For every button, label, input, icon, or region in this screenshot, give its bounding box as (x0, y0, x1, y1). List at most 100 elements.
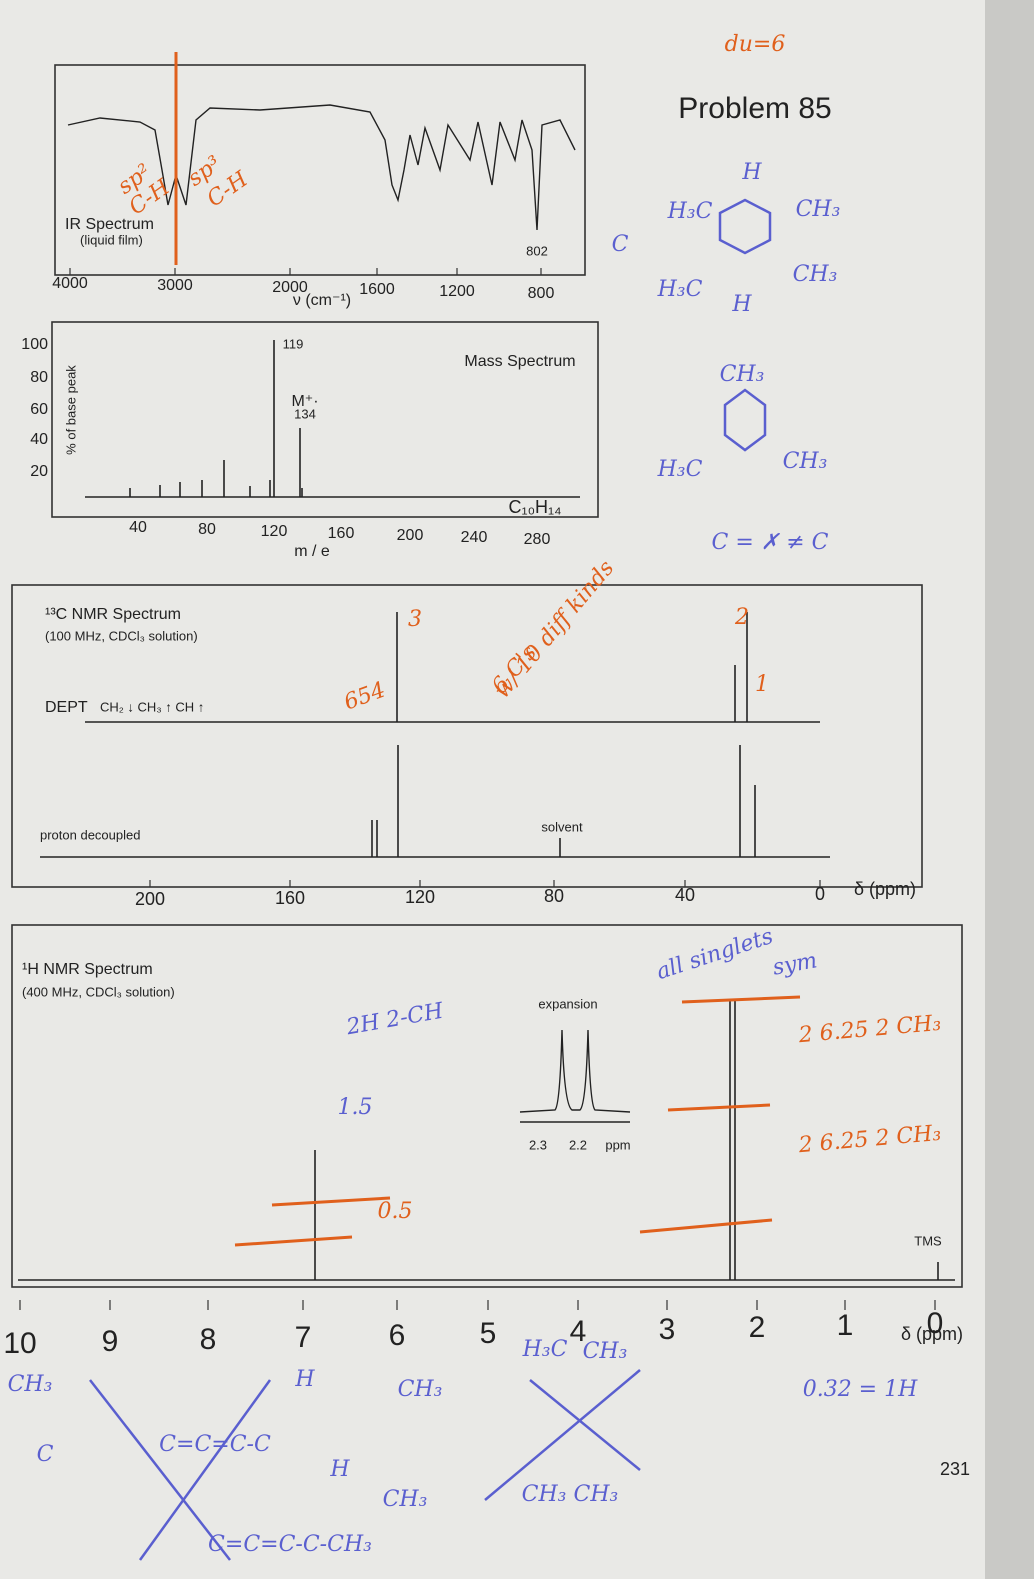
x-tick-label: 1200 (439, 283, 475, 300)
axis-label: m / e (294, 543, 330, 560)
peak-label: solvent (541, 819, 583, 834)
ir-trace (67, 104, 576, 231)
structure-label: H (731, 292, 752, 317)
peak-label: M⁺· (291, 393, 318, 410)
structure-label: CH₃ (783, 449, 828, 474)
sketch-label: CH₃ (398, 1377, 443, 1402)
y-tick-label: 20 (30, 463, 48, 480)
c13-peaks (40, 612, 830, 858)
x-tick-label: 40 (675, 885, 695, 905)
structure-label: CH₃ (793, 262, 838, 287)
sketch-label: CH₃ (383, 1487, 428, 1512)
x-tick-label: 1 (837, 1309, 854, 1342)
h1-frame (11, 924, 963, 1288)
x-tick-label: 5 (480, 1317, 497, 1350)
x-tick-label: 40 (129, 519, 147, 536)
sketch-label: C (37, 1442, 54, 1467)
sketch-label: C=C=C-C-CH₃ (208, 1532, 372, 1557)
sketch-label: CH₃ CH₃ (522, 1482, 619, 1507)
expansion-trace (519, 1029, 631, 1113)
panel-title: IR Spectrum (65, 216, 154, 233)
x-tick-label: 0 (815, 884, 825, 904)
structure-label: H (741, 160, 762, 185)
x-tick-label: 80 (544, 886, 564, 906)
x-tick-label: 120 (405, 887, 435, 907)
panel-title: ¹H NMR Spectrum (22, 961, 153, 978)
x-tick-label: 2 (749, 1311, 766, 1344)
x-tick-label: 200 (397, 527, 424, 544)
inset-title: expansion (538, 996, 597, 1011)
panel-title: Mass Spectrum (464, 353, 575, 370)
structure-label: H₃C (657, 457, 703, 482)
sketch-label: CH₃ (8, 1372, 53, 1397)
sketch-lines (89, 198, 772, 1561)
sketch-label: H (329, 1457, 350, 1482)
axis-label: δ (ppm) (854, 879, 916, 899)
x-tick-label: 1600 (359, 281, 395, 298)
x-tick-label: 8 (200, 1323, 217, 1356)
y-tick-label: 60 (30, 401, 48, 418)
peak-label: 802 (526, 243, 548, 258)
trace-label: CH₂ ↓ CH₃ ↑ CH ↑ (100, 699, 204, 714)
panel-title: ¹³C NMR Spectrum (45, 606, 181, 623)
trace-label: proton decoupled (40, 827, 140, 842)
x-tick-label: 3000 (157, 277, 193, 294)
x-tick-label: 6 (389, 1319, 406, 1352)
handwritten-note: 0.32 = 1H (803, 1377, 918, 1402)
structure-label: CH₃ (720, 362, 765, 387)
panel-subtitle: (400 MHz, CDCl₃ solution) (22, 984, 175, 999)
h1-peaks (18, 1000, 955, 1281)
inset-tick-label: ppm (605, 1137, 630, 1152)
axis-label: ν (cm⁻¹) (293, 292, 351, 309)
structure-label: C = ✗ ≠ C (712, 530, 829, 555)
handwritten-note: du=6 (725, 32, 786, 57)
x-tick-label: 0 (927, 1307, 944, 1340)
sketch-label: C=C=C-C (159, 1432, 271, 1457)
x-tick-label: 120 (261, 523, 288, 540)
integration-marks (234, 995, 801, 1247)
x-tick-label: 2000 (272, 279, 308, 296)
y-tick-label: 40 (30, 431, 48, 448)
handwritten-note: 2 (734, 605, 749, 630)
handwritten-note: 1 (755, 672, 769, 697)
handwritten-note: 1.5 (338, 1095, 373, 1120)
x-tick-label: 10 (3, 1327, 36, 1360)
panel-subtitle: (liquid film) (80, 232, 143, 247)
x-tick-label: 9 (102, 1325, 119, 1358)
x-tick-label: 3 (659, 1313, 676, 1346)
page-number: 231 (940, 1459, 970, 1479)
trace-label: DEPT (45, 699, 88, 716)
structure-label: H₃C (667, 199, 713, 224)
ir-frame (54, 64, 586, 276)
mass-frame (51, 321, 599, 518)
x-tick-label: 200 (135, 889, 165, 909)
peak-label: 134 (294, 406, 316, 421)
x-tick-label: 4 (570, 1315, 587, 1348)
page-edge (985, 0, 1034, 1579)
structure-label: CH₃ (796, 197, 841, 222)
x-tick-label: 280 (524, 531, 551, 548)
sketch-label: CH₃ (583, 1339, 628, 1364)
peak-label: 119 (283, 336, 304, 351)
peak-label: TMS (914, 1233, 942, 1248)
axis-label: δ (ppm) (901, 1324, 963, 1344)
structure-label: H₃C (657, 277, 703, 302)
panel-subtitle: (100 MHz, CDCl₃ solution) (45, 628, 198, 643)
inset-tick-label: 2.2 (569, 1137, 587, 1152)
axis-label: % of base peak (63, 365, 78, 455)
y-tick-label: 100 (21, 336, 48, 353)
formula: C₁₀H₁₄ (509, 497, 562, 517)
problem-title: Problem 85 (678, 92, 831, 125)
x-tick-label: 4000 (52, 275, 88, 292)
x-tick-label: 160 (275, 888, 305, 908)
structure-label: C (612, 232, 629, 257)
handwritten-note: 3 (408, 607, 422, 632)
inset-tick-label: 2.3 (529, 1137, 547, 1152)
handwritten-note: 0.5 (378, 1199, 413, 1224)
x-tick-label: 800 (528, 285, 555, 302)
c13-frame (11, 584, 923, 888)
x-tick-label: 240 (461, 529, 488, 546)
